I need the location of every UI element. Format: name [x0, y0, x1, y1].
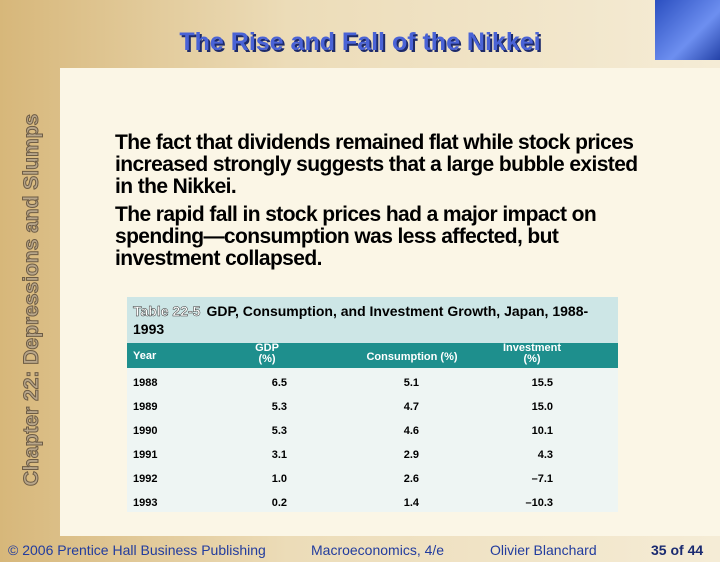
table-cell: 1988 [133, 377, 158, 389]
table-cell: 5.1 [403, 377, 419, 389]
table-cell: 2.9 [403, 449, 419, 461]
table-cell: 10.1 [531, 425, 553, 437]
copyright: © 2006 Prentice Hall Business Publishing [8, 542, 266, 558]
table-cell: 1990 [133, 425, 158, 437]
table-row: 1993 0.2 1.4 –10.3 [127, 490, 618, 514]
table-body: 1988 6.5 5.1 15.5 1989 5.3 4.7 15.0 1990 5.3 4.6 10… [127, 368, 618, 514]
column-header: GDP (%) [255, 342, 279, 365]
table-row: 1990 5.3 4.6 10.1 [127, 418, 618, 442]
table-cell: 1993 [133, 497, 158, 509]
table-row: 1989 5.3 4.7 15.0 [127, 394, 618, 418]
table-label: Table 22-5 [133, 303, 201, 320]
table-cell: 3.1 [271, 449, 287, 461]
footer: © 2006 Prentice Hall Business Publishing… [0, 538, 720, 562]
table-row: 1991 3.1 2.9 4.3 [127, 442, 618, 466]
book: Macroeconomics, 4/e [311, 542, 445, 558]
column-header: Year [133, 350, 157, 362]
corner-image [655, 0, 720, 60]
table-cell: –7.1 [531, 473, 553, 485]
author: Olivier Blanchard [490, 542, 597, 558]
table-cell: 15.0 [531, 401, 553, 413]
table-cell: –10.3 [525, 497, 553, 509]
table-row: 1992 1.0 2.6 –7.1 [127, 466, 618, 490]
table-cell: 0.2 [271, 497, 287, 509]
table-cell: 4.3 [537, 449, 553, 461]
column-header: Consumption (%) [366, 351, 458, 363]
table-cell: 1.0 [271, 473, 287, 485]
table-cell: 4.6 [403, 425, 419, 437]
page-number: 35 of 44 [651, 542, 704, 558]
table-header: Year GDP (%) Consumption (%) Investment (%) [127, 343, 618, 368]
table-cell: 1.4 [403, 497, 419, 509]
table-cell: 5.3 [271, 425, 287, 437]
table-row: 1988 6.5 5.1 15.5 [127, 370, 618, 394]
body-text: The fact that dividends remained flat wh… [115, 132, 655, 276]
slide-title: The Rise and Fall of the Nikkei [179, 28, 541, 56]
table-cell: 5.3 [271, 401, 287, 413]
column-header: Investment (%) [502, 342, 562, 365]
table-cell: 2.6 [403, 473, 419, 485]
table-cell: 4.7 [403, 401, 419, 413]
paragraph: The rapid fall in stock prices had a maj… [115, 203, 597, 270]
table-cell: 6.5 [271, 377, 287, 389]
paragraph: The fact that dividends remained flat wh… [115, 131, 638, 198]
table-cell: 1992 [133, 473, 158, 485]
table-cell: 1991 [133, 449, 158, 461]
table-caption: Table 22-5 GDP, Consumption, and Investme… [127, 297, 618, 343]
table: Table 22-5 GDP, Consumption, and Investme… [127, 297, 618, 512]
chapter-label: Chapter 22: Depressions and Slumps [20, 113, 44, 487]
table-cell: 15.5 [531, 377, 553, 389]
table-title: GDP, Consumption, and Investment Growth,… [133, 303, 589, 337]
table-cell: 1989 [133, 401, 158, 413]
